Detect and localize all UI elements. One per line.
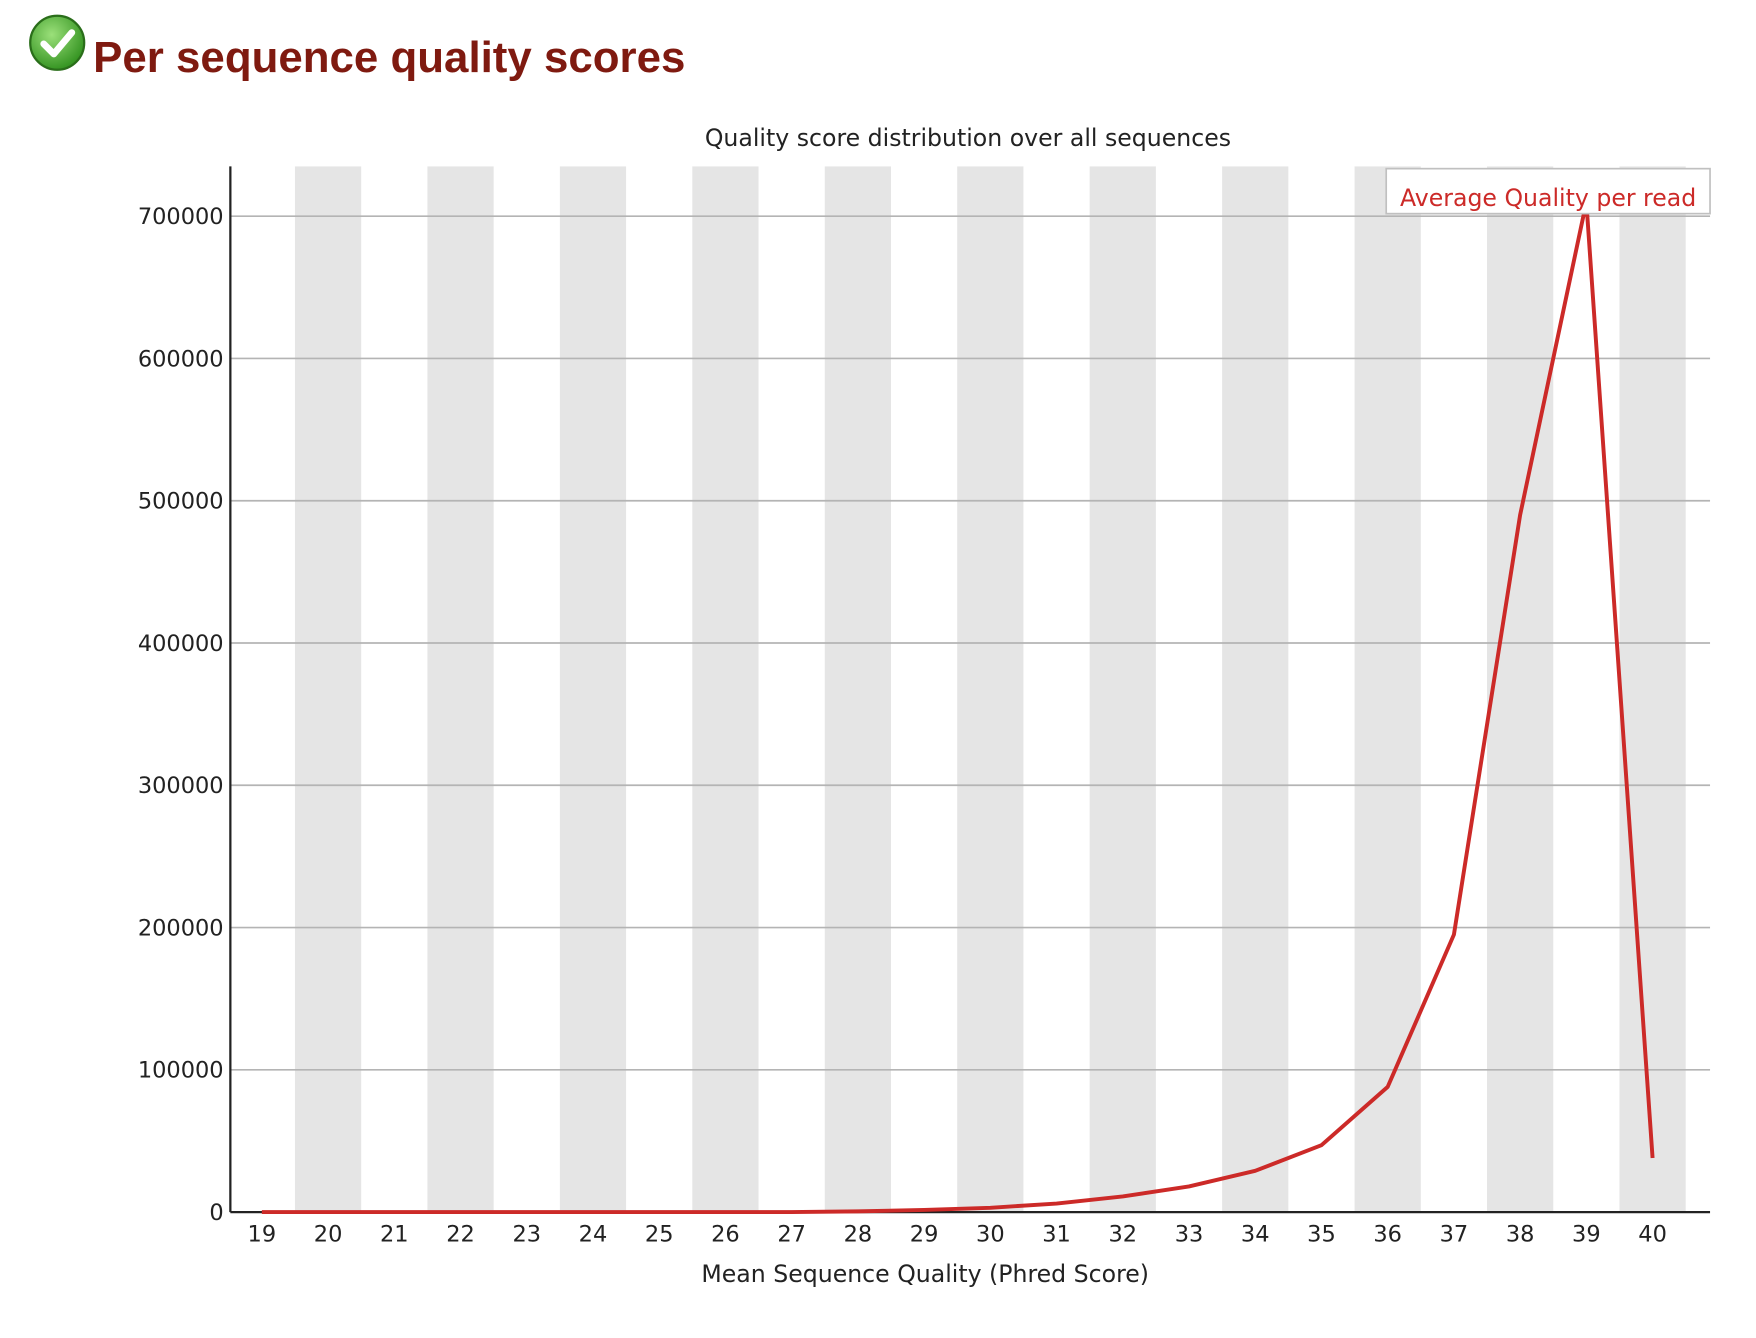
x-tick-label: 35 <box>1307 1221 1336 1247</box>
background-band <box>1487 166 1554 1213</box>
x-tick-label: 20 <box>314 1221 343 1247</box>
x-tick-label: 21 <box>380 1221 409 1247</box>
y-tick-label: 500000 <box>138 489 224 515</box>
background-band <box>692 166 759 1213</box>
x-tick-label: 28 <box>844 1221 873 1247</box>
legend-box <box>1385 167 1711 215</box>
pass-icon <box>29 14 86 71</box>
x-tick-label: 24 <box>579 1221 608 1247</box>
background-band <box>957 166 1024 1213</box>
background-band <box>824 166 891 1213</box>
x-tick-label: 23 <box>512 1221 541 1247</box>
x-tick-label: 31 <box>1042 1221 1071 1247</box>
x-tick-label: 30 <box>976 1221 1005 1247</box>
x-tick-label: 36 <box>1373 1221 1402 1247</box>
background-band <box>1222 166 1289 1213</box>
y-tick-label: 700000 <box>138 204 224 230</box>
y-tick-label: 400000 <box>138 631 224 657</box>
background-band <box>1089 166 1156 1213</box>
x-tick-label: 37 <box>1440 1221 1469 1247</box>
section-title: Per sequence quality scores <box>93 33 685 82</box>
background-band <box>559 166 627 1213</box>
chart-title: Quality score distribution over all sequ… <box>705 124 1231 152</box>
background-band <box>1354 166 1421 1213</box>
background-band <box>427 166 494 1213</box>
chart: 0 100000 200000 300000 400000 500000 600000 700… <box>138 124 1711 1288</box>
background-band <box>1619 166 1686 1213</box>
y-tick-label: 600000 <box>138 346 224 372</box>
y-tick-label: 100000 <box>138 1058 224 1084</box>
background-band <box>294 166 362 1213</box>
x-tick-label: 33 <box>1175 1221 1204 1247</box>
x-tick-label: 40 <box>1638 1221 1667 1247</box>
y-tick-label: 300000 <box>138 773 224 799</box>
x-axis-label: Mean Sequence Quality (Phred Score) <box>701 1260 1149 1288</box>
x-tick-label: 29 <box>910 1221 939 1247</box>
data-line <box>261 200 1655 1215</box>
x-tick-label: 32 <box>1108 1221 1137 1247</box>
x-tick-label: 39 <box>1572 1221 1601 1247</box>
x-tick-label: 27 <box>777 1221 806 1247</box>
x-tick-label: 25 <box>645 1221 674 1247</box>
legend-label: Average Quality per read <box>1400 184 1696 212</box>
x-tick-label: 34 <box>1241 1221 1270 1247</box>
x-tick-label: 26 <box>711 1221 740 1247</box>
x-tick-label: 19 <box>248 1221 277 1247</box>
x-tick-label: 38 <box>1506 1221 1535 1247</box>
y-tick-label: 0 <box>209 1200 223 1226</box>
x-tick-label: 22 <box>446 1221 475 1247</box>
y-tick-label: 200000 <box>138 915 224 941</box>
